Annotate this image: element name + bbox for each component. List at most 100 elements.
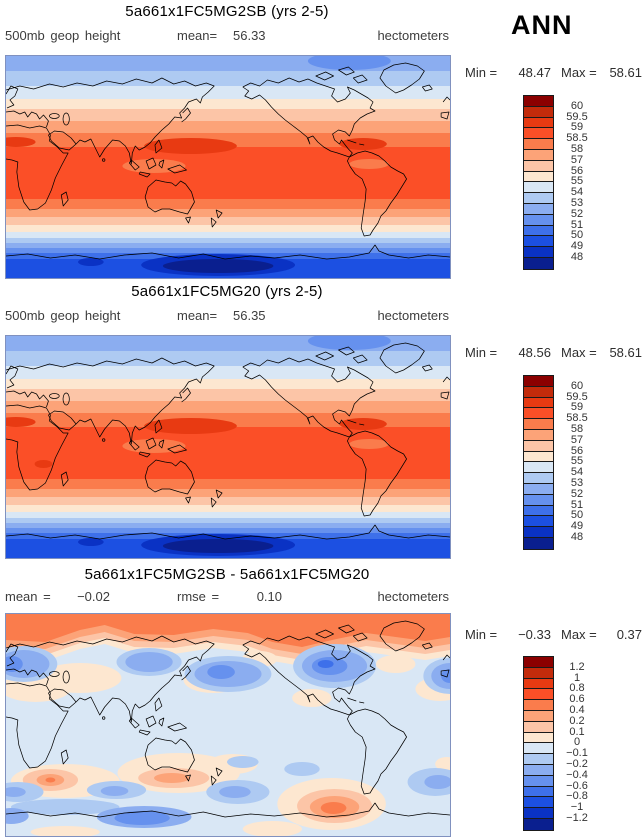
colorbar-segment bbox=[524, 376, 553, 387]
colorbar-segment bbox=[524, 689, 553, 701]
colorbar-segment bbox=[524, 505, 553, 517]
colorbar-tick-label: 0.2 bbox=[569, 714, 585, 727]
colorbar-tick-label: 0.4 bbox=[569, 704, 585, 716]
colorbar-segment bbox=[524, 397, 553, 409]
panel1-min-value: 48.47 bbox=[518, 65, 551, 80]
colorbar-tick-label: −0.4 bbox=[566, 768, 588, 781]
panel2-map-frame bbox=[5, 335, 451, 559]
colorbar-tick-label: 53 bbox=[570, 477, 584, 489]
colorbar-tick-label: 59.5 bbox=[566, 390, 588, 403]
colorbar-segment bbox=[524, 408, 553, 420]
colorbar-tick-label: 50 bbox=[570, 229, 584, 242]
colorbar-tick-label: 51 bbox=[570, 498, 584, 511]
colorbar-tick-label: −0.1 bbox=[566, 747, 588, 760]
coastlines bbox=[6, 342, 450, 540]
colorbar-tick-label: 60 bbox=[570, 379, 584, 392]
colorbar-tick-label: 52 bbox=[570, 487, 584, 500]
colorbar-tick-label: 51 bbox=[570, 218, 584, 231]
colorbar-segment bbox=[524, 451, 553, 463]
colorbar-segment bbox=[524, 667, 553, 679]
colorbar-segment bbox=[524, 721, 553, 733]
colorbar-tick-label: 58.5 bbox=[566, 412, 588, 425]
panel1-mean-label: mean= bbox=[177, 28, 218, 43]
colorbar-tick-label: 58 bbox=[570, 423, 584, 435]
colorbar-segment bbox=[524, 203, 553, 215]
panel1-mean-value: 56.33 bbox=[233, 28, 266, 43]
colorbar-segment bbox=[524, 236, 553, 248]
colorbar-segment bbox=[524, 440, 553, 452]
panel3-title: 5a661x1FC5MG2SB - 5a661x1FC5MG20 bbox=[84, 566, 370, 583]
colorbar-segment bbox=[524, 786, 553, 798]
panel2-max-label: Max = bbox=[561, 345, 597, 360]
colorbar-tick-label: 55 bbox=[570, 455, 584, 468]
colorbar-segment bbox=[524, 732, 553, 744]
panel3-subtitle: mean = −0.02 rmse = 0.10 hectometers bbox=[5, 589, 449, 605]
panel2-title: 5a661x1FC5MG20 (yrs 2-5) bbox=[131, 283, 323, 300]
colorbar-segment bbox=[524, 494, 553, 506]
panel2-subtitle: 500mb geop height mean= 56.35 hectometer… bbox=[5, 308, 449, 324]
panel3-rmse-label: rmse = bbox=[177, 589, 220, 604]
panel3-minmax: Min = −0.33 Max = 0.37 bbox=[465, 627, 644, 642]
panel3-max-label: Max = bbox=[561, 627, 597, 642]
colorbar-segment bbox=[524, 657, 553, 668]
colorbar-segment bbox=[524, 386, 553, 398]
colorbar-tick-label: 52 bbox=[570, 207, 584, 220]
colorbar-tick-label: 53 bbox=[570, 197, 584, 209]
panel1-subtitle: 500mb geop height mean= 56.33 hectometer… bbox=[5, 28, 449, 44]
panel3-min-label: Min = bbox=[465, 627, 498, 642]
colorbar-segment bbox=[524, 808, 553, 819]
map-model2 bbox=[6, 336, 450, 558]
colorbar-segment bbox=[524, 537, 553, 549]
colorbar-segment bbox=[524, 473, 553, 484]
colorbar-segment bbox=[524, 182, 553, 194]
colorbar-segment bbox=[524, 193, 553, 204]
colorbar-segment bbox=[524, 527, 553, 538]
colorbar-bar bbox=[523, 375, 554, 550]
colorbar-tick-label: 0.1 bbox=[569, 725, 585, 738]
colorbar-segment bbox=[524, 516, 553, 528]
panel2-min-value: 48.56 bbox=[518, 345, 551, 360]
panel3-units-label: hectometers bbox=[377, 589, 449, 604]
colorbar-tick-label: 56 bbox=[570, 164, 584, 177]
colorbar-segment bbox=[524, 214, 553, 226]
panel3-min-value: −0.33 bbox=[518, 627, 551, 642]
colorbar-tick-label: 59 bbox=[570, 401, 584, 414]
colorbar-tick-label: −1 bbox=[570, 801, 584, 814]
panel1-max-label: Max = bbox=[561, 65, 597, 80]
panel2-field-label: 500mb geop height bbox=[5, 308, 121, 323]
colorbar-segment bbox=[524, 700, 553, 711]
colorbar-tick-label: 0.6 bbox=[569, 693, 585, 706]
colorbar-segment bbox=[524, 128, 553, 140]
panel1-units-label: hectometers bbox=[377, 28, 449, 43]
colorbar-tick-label: 57 bbox=[570, 153, 584, 166]
panel3-map-frame bbox=[5, 613, 451, 837]
colorbar-tick-label: 57 bbox=[570, 433, 584, 446]
coastlines bbox=[6, 62, 450, 260]
colorbar-tick-label: −0.2 bbox=[566, 758, 588, 770]
colorbar-bar bbox=[523, 656, 554, 831]
colorbar-tick-label: −0.6 bbox=[566, 779, 588, 792]
colorbar-segment bbox=[524, 419, 553, 430]
colorbar-segment bbox=[524, 106, 553, 118]
colorbar-segment bbox=[524, 797, 553, 809]
colorbar-tick-label: −1.2 bbox=[566, 812, 588, 824]
colorbar-segment bbox=[524, 96, 553, 107]
colorbar-bar bbox=[523, 95, 554, 270]
panel3-mean-label: mean = bbox=[5, 589, 51, 604]
colorbar-segment bbox=[524, 818, 553, 830]
panel2-mean-value: 56.35 bbox=[233, 308, 266, 323]
panel1-title: 5a661x1FC5MG2SB (yrs 2-5) bbox=[125, 3, 329, 20]
colorbar-segment bbox=[524, 754, 553, 765]
colorbar-segment bbox=[524, 775, 553, 787]
colorbar-tick-label: 49 bbox=[570, 240, 584, 253]
colorbar-segment bbox=[524, 710, 553, 722]
map-difference bbox=[6, 614, 450, 836]
colorbar-tick-label: 55 bbox=[570, 175, 584, 188]
panel3-max-value: 0.37 bbox=[616, 627, 642, 642]
colorbar-segment bbox=[524, 149, 553, 161]
colorbar-tick-label: 54 bbox=[570, 466, 584, 479]
colorbar-segment bbox=[524, 743, 553, 755]
colorbar-segment bbox=[524, 225, 553, 237]
colorbar-tick-label: 58.5 bbox=[566, 132, 588, 145]
